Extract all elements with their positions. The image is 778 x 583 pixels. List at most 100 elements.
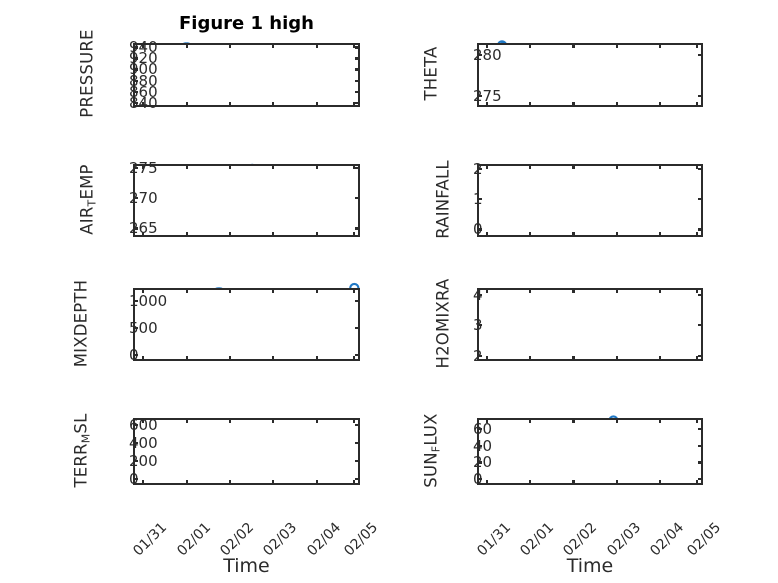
xtick-mark [615,418,618,423]
xtick-mark [658,356,661,361]
y-axis-label-terr_msl: TERRMSL [71,413,93,488]
xtick-mark [272,418,275,423]
xtick-mark [142,288,145,293]
xtick-mark [228,43,232,48]
ytick-mark [355,477,360,480]
xtick-mark [529,288,532,293]
axes-frame-air_temp [133,164,360,237]
xtick-mark [695,102,699,107]
ytick-mark [133,459,138,463]
ytick-mark [477,228,482,231]
xtick-mark [315,102,318,107]
xtick-mark [486,43,489,48]
plot-panel-air_temp: 265270275 [129,159,360,237]
xtick-mark [615,480,618,485]
xtick-mark [658,480,661,485]
xtick-mark [695,288,699,293]
xtick-label-sun_flux-5: 02/05 [684,519,725,560]
xtick-mark [315,480,318,485]
xtick-mark [315,288,318,293]
xtick-mark [615,43,618,48]
xtick-mark [572,164,575,169]
ytick-mark [477,354,482,357]
xtick-mark [352,43,356,48]
ytick-mark [698,354,703,357]
xtick-mark [486,480,489,485]
ytick-mark [698,293,703,296]
xtick-mark [658,164,661,169]
xtick-mark [315,232,318,237]
ytick-mark [477,197,482,201]
ytick-mark [133,326,138,329]
ytick-mark [698,427,703,431]
xtick-mark [228,480,232,485]
ytick-mark [133,101,138,104]
ytick-mark [355,459,360,463]
xtick-label-terr_msl-0: 01/31 [130,519,171,560]
ytick-mark [133,90,138,93]
xtick-mark [658,102,661,107]
xtick-mark [185,164,188,169]
xtick-mark [315,164,318,169]
xtick-mark [658,418,661,423]
ytick-mark [133,68,138,71]
xtick-mark [142,356,145,361]
xtick-mark [615,232,618,237]
xtick-mark [272,288,275,293]
xtick-label-sun_flux-1: 02/01 [517,519,558,560]
xtick-mark [352,418,356,423]
xtick-mark [615,164,618,169]
xtick-mark [142,480,145,485]
xtick-mark [529,232,532,237]
xtick-mark [142,232,145,237]
xtick-mark [658,43,661,48]
xtick-mark [572,418,575,423]
xtick-mark [185,356,188,361]
xtick-label-sun_flux-4: 02/04 [647,519,687,560]
xtick-mark [695,480,699,485]
ytick-mark [477,427,482,431]
xtick-label-terr_msl-1: 02/01 [173,519,214,560]
xtick-label-sun_flux-3: 02/03 [603,519,644,560]
axes-frame-terr_msl [133,418,360,485]
xtick-mark [228,356,232,361]
ytick-mark [698,228,703,231]
xtick-mark [185,102,188,107]
ytick-mark [355,354,360,357]
plot-panel-theta: 275280 [473,40,703,107]
xtick-label-sun_flux-2: 02/02 [560,519,601,560]
ytick-mark [355,79,360,82]
ytick-mark [698,167,703,170]
ytick-mark [355,326,360,329]
plot-panel-terr_msl: 0200400600 [129,416,360,488]
ytick-mark [133,477,138,480]
ytick-mark [355,57,360,60]
xtick-mark [572,102,575,107]
axes-frame-sun_flux [477,418,703,485]
ytick-mark [355,424,360,427]
ytick-mark [355,197,360,200]
axes-frame-h2omixra [477,288,703,361]
ytick-mark [698,324,703,327]
xtick-mark [272,102,275,107]
ytick-mark [355,166,360,169]
xtick-mark [228,164,232,169]
xtick-mark [142,102,145,107]
xtick-mark [142,43,145,48]
plot-panel-rainfall: 012 [473,160,703,238]
xtick-mark [185,480,188,485]
axes-frame-mixdepth [133,288,360,361]
plot-panel-sun_flux: 0204060 [473,415,703,488]
y-axis-label-sun_flux: SUNFLUX [421,412,443,488]
xtick-mark [572,356,575,361]
xtick-mark [352,232,356,237]
xtick-mark [272,480,275,485]
xtick-mark [572,43,575,48]
xtick-label-terr_msl-2: 02/02 [217,519,258,560]
xtick-mark [142,164,145,169]
xtick-label-terr_msl-4: 02/04 [303,519,344,560]
ytick-mark [698,94,703,97]
ytick-mark [477,54,482,57]
xtick-mark [228,102,232,107]
